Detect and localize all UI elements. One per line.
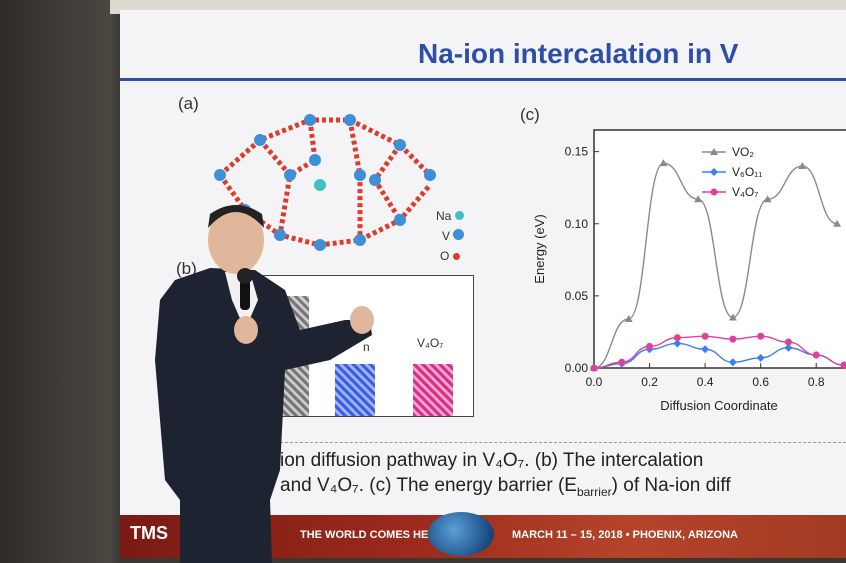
figure-caption: ion diffusion pathway in V₄O₇. (b) The i… [280, 448, 846, 505]
series-line [593, 162, 838, 369]
data-point [812, 351, 820, 359]
data-point [728, 358, 737, 367]
data-point [756, 353, 765, 362]
series-line [593, 342, 845, 369]
x-tick-label: 0.4 [697, 375, 714, 389]
data-point [673, 334, 681, 342]
x-tick-label: 0.0 [586, 375, 603, 389]
data-point [757, 332, 765, 340]
legend-label: V₄O₇ [732, 185, 758, 199]
banner-slogan: THE WORLD COMES HERE. [300, 529, 447, 541]
data-point [784, 343, 793, 352]
data-point [673, 339, 682, 348]
energy-barrier-chart: 0.00 0.05 0.10 0.15 0.0 0.2 0.4 0.6 0.8 Diffusion… [532, 129, 846, 413]
bar-label-v4o7: V₄O₇ [417, 336, 444, 350]
plot-area [593, 129, 846, 369]
bar-v4o7 [413, 364, 453, 416]
data-point [833, 219, 842, 227]
legend-label: VO₂ [732, 145, 754, 159]
x-tick-label: 0.6 [752, 375, 769, 389]
legend-o: O [440, 249, 460, 263]
data-point [798, 162, 807, 170]
y-tick-label: 0.10 [565, 217, 589, 231]
data-point [646, 342, 654, 350]
legend-marker [710, 188, 718, 196]
data-point [763, 195, 772, 203]
tms-logo: TMS [130, 523, 168, 543]
crystal-structure-image [214, 114, 436, 251]
x-tick-label: 0.8 [808, 375, 825, 389]
y-axis-label: Energy (eV) [532, 214, 547, 283]
data-point [694, 195, 703, 203]
panel-a-label: (a) [178, 94, 199, 113]
y-tick-label: 0.00 [565, 361, 589, 375]
projection-screen: Na-ion intercalation in V (a) (b) (c) Na… [120, 10, 846, 558]
data-point [728, 313, 737, 321]
legend-marker [710, 148, 718, 155]
x-axis-label: Diffusion Coordinate [660, 398, 778, 413]
bar-v6o11 [335, 364, 375, 416]
x-tick-label: 0.2 [641, 375, 658, 389]
y-tick-label: 0.05 [565, 289, 589, 303]
caption-divider [280, 442, 846, 443]
data-point [784, 338, 792, 346]
legend-label: V₆O₁₁ [732, 165, 762, 179]
slide-title: Na-ion intercalation in V [418, 38, 739, 69]
series-line [593, 335, 845, 369]
data-point [840, 361, 846, 369]
caption-line-2: and V₄O₇. (c) The energy barrier (Ebarri… [280, 475, 731, 499]
y-tick-label: 0.15 [565, 145, 589, 159]
legend-marker [710, 168, 718, 176]
data-point [701, 345, 710, 354]
data-point [701, 332, 709, 340]
data-point [618, 358, 626, 366]
legend-v: V [442, 229, 465, 243]
caption-line-1: ion diffusion pathway in V₄O₇. (b) The i… [280, 450, 704, 471]
data-point [729, 335, 737, 343]
panel-c-label: (c) [520, 105, 540, 124]
bar-label-partial: n [363, 340, 370, 354]
data-point [624, 314, 633, 322]
legend-na: Na [436, 209, 464, 223]
data-point [590, 364, 598, 372]
intercalation-bar-panel: n V₄O₇ [260, 275, 474, 417]
globe-icon [428, 512, 494, 556]
banner-dates: MARCH 11 – 15, 2018 • PHOENIX, ARIZONA [512, 529, 738, 541]
panel-b-label: (b) [176, 259, 197, 278]
data-point [659, 159, 668, 167]
bar-vo2 [269, 296, 309, 416]
title-underline [120, 78, 846, 81]
